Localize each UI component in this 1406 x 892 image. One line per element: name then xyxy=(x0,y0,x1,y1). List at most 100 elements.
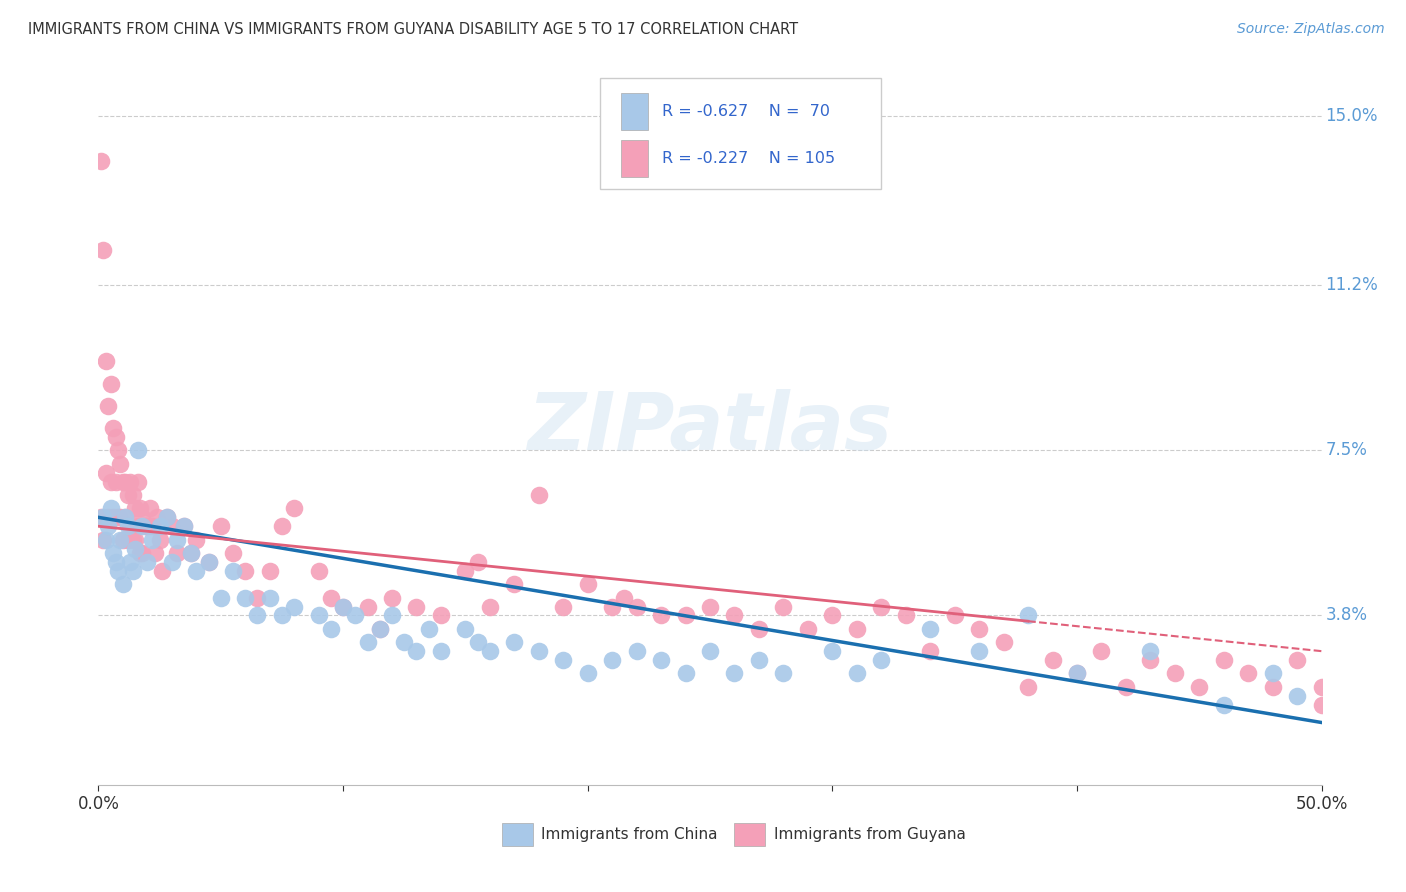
Point xyxy=(319,622,342,636)
FancyBboxPatch shape xyxy=(600,78,882,189)
Point xyxy=(209,591,232,605)
Point xyxy=(180,546,202,560)
Point xyxy=(381,608,404,623)
Point xyxy=(418,622,440,636)
Point xyxy=(1017,608,1039,623)
Text: Immigrants from China: Immigrants from China xyxy=(541,827,717,842)
Point xyxy=(308,608,330,623)
Text: 7.5%: 7.5% xyxy=(1326,442,1367,459)
Point xyxy=(124,501,146,516)
Point xyxy=(90,153,112,168)
Point xyxy=(117,519,139,533)
Point xyxy=(121,533,143,547)
Point xyxy=(967,622,990,636)
Point xyxy=(527,488,550,502)
Point xyxy=(124,533,146,547)
Point xyxy=(1188,680,1211,694)
Point xyxy=(107,510,129,524)
Point xyxy=(478,644,501,658)
Point xyxy=(993,635,1015,649)
Point xyxy=(150,564,173,578)
Point xyxy=(110,457,132,471)
Point xyxy=(1237,666,1260,681)
Point xyxy=(405,599,427,614)
Point xyxy=(503,577,526,591)
Point xyxy=(1066,666,1088,681)
Point xyxy=(156,510,179,524)
Point xyxy=(127,443,149,458)
Point xyxy=(180,546,202,560)
Point xyxy=(110,510,132,524)
Text: 15.0%: 15.0% xyxy=(1326,107,1378,125)
Point xyxy=(467,555,489,569)
Point xyxy=(149,519,172,533)
Text: R = -0.627    N =  70: R = -0.627 N = 70 xyxy=(662,103,831,119)
Point xyxy=(129,546,152,560)
Text: 11.2%: 11.2% xyxy=(1326,277,1378,294)
Point xyxy=(120,475,142,489)
Point xyxy=(1139,644,1161,658)
Point xyxy=(124,541,146,556)
Point xyxy=(246,608,269,623)
Point xyxy=(222,564,245,578)
Point xyxy=(222,546,245,560)
Point xyxy=(723,608,745,623)
Point xyxy=(772,666,794,681)
Point xyxy=(675,666,697,681)
Point xyxy=(600,599,623,614)
Point xyxy=(576,577,599,591)
Point xyxy=(114,510,136,524)
Point xyxy=(121,564,143,578)
Point xyxy=(134,519,156,533)
Point xyxy=(104,555,127,569)
Point xyxy=(111,577,134,591)
Point xyxy=(870,653,893,667)
Text: 3.8%: 3.8% xyxy=(1326,607,1367,624)
Point xyxy=(104,430,127,444)
Point xyxy=(110,533,132,547)
Point xyxy=(127,475,149,489)
Point xyxy=(166,533,188,547)
Point xyxy=(748,653,770,667)
Point xyxy=(368,622,391,636)
Point xyxy=(430,644,453,658)
Point xyxy=(454,564,477,578)
Point xyxy=(146,510,169,524)
Point xyxy=(319,591,342,605)
Point xyxy=(141,519,163,533)
Point xyxy=(270,519,294,533)
Point xyxy=(405,644,427,658)
Point xyxy=(149,533,172,547)
Point xyxy=(626,644,648,658)
Point xyxy=(100,475,122,489)
Point xyxy=(94,533,117,547)
Point xyxy=(699,599,721,614)
Point xyxy=(392,635,416,649)
Point xyxy=(166,546,188,560)
Point xyxy=(173,519,195,533)
Point xyxy=(1042,653,1064,667)
Point xyxy=(209,519,232,533)
Point xyxy=(259,591,281,605)
Point xyxy=(613,591,636,605)
Point xyxy=(156,510,179,524)
Point xyxy=(1139,653,1161,667)
Point xyxy=(1090,644,1112,658)
Point xyxy=(553,653,575,667)
Point xyxy=(894,608,917,623)
Point xyxy=(344,608,367,623)
Point xyxy=(748,622,770,636)
Point xyxy=(129,501,152,516)
Point xyxy=(845,622,868,636)
Point xyxy=(97,399,120,413)
Point xyxy=(160,555,183,569)
Point xyxy=(503,635,526,649)
Point xyxy=(131,519,153,533)
Point xyxy=(94,466,117,480)
Point xyxy=(160,519,183,533)
Point xyxy=(381,591,404,605)
Point xyxy=(233,591,256,605)
Point xyxy=(91,533,114,547)
Point xyxy=(111,475,134,489)
Point xyxy=(356,635,378,649)
